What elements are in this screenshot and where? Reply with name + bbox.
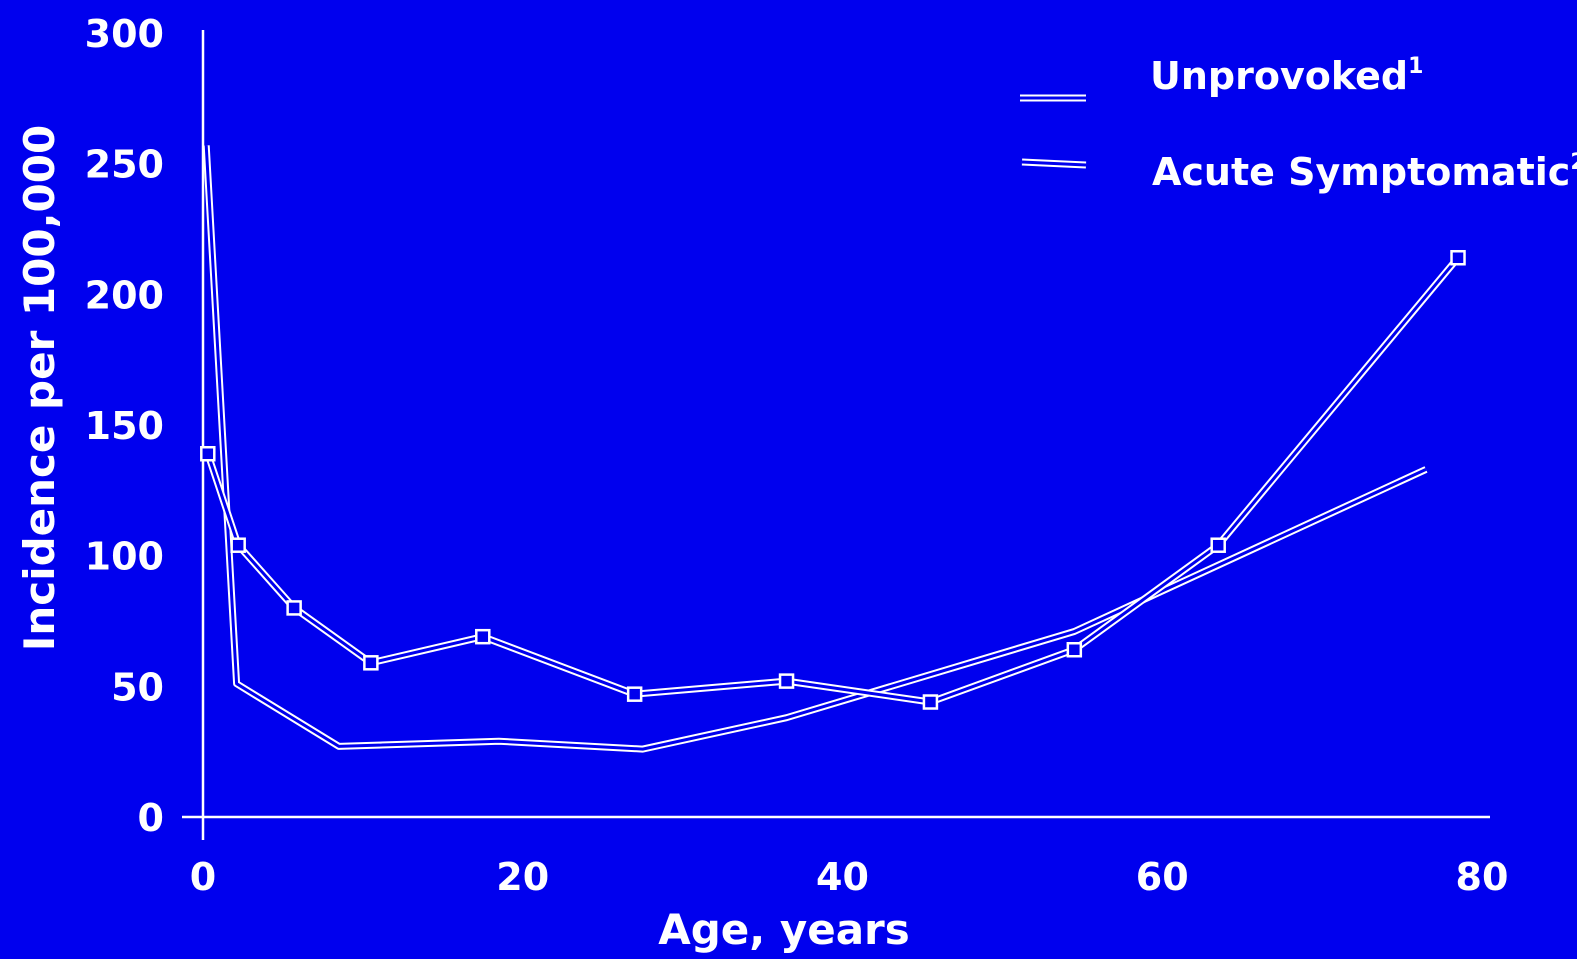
series-unprovoked: [202, 145, 1428, 753]
legend-swatch-acute-symptomatic: [1021, 158, 1087, 169]
series-markers: [200, 249, 1466, 710]
y-tick-label-5: 250: [85, 143, 164, 187]
axes: [182, 30, 1490, 840]
y-tick-labels: 0 50 100 150 200 250 300: [85, 12, 164, 840]
data-point-acute-symptomatic-4: [475, 628, 491, 645]
y-tick-label-4: 200: [85, 273, 164, 317]
x-tick-label-0: 0: [190, 855, 216, 899]
y-tick-label-0: 0: [138, 796, 164, 840]
x-tick-labels: 0 20 40 60 80: [190, 855, 1509, 899]
x-axis-title: Age, years: [658, 905, 910, 954]
series-line-acute-symptomatic-outline: [204, 255, 1461, 706]
y-tick-label-2: 100: [85, 535, 164, 579]
y-axis-title: Incidence per 100,000: [15, 125, 64, 651]
y-tick-label-3: 150: [85, 404, 164, 448]
data-point-acute-symptomatic-8: [1066, 641, 1083, 658]
svg-text:Unprovoked1: Unprovoked1: [1150, 54, 1423, 98]
y-tick-label-1: 50: [111, 665, 164, 709]
legend-label-unprovoked: Unprovoked: [1150, 54, 1408, 98]
x-tick-label-4: 80: [1456, 855, 1509, 899]
series-acute-symptomatic: [204, 255, 1461, 706]
data-point-acute-symptomatic-7: [922, 694, 939, 710]
legend-item-acute-symptomatic: Acute Symptomatic2: [1021, 150, 1577, 194]
y-tick-label-6: 300: [85, 12, 164, 56]
legend-label-acute-symptomatic: Acute Symptomatic: [1152, 150, 1570, 194]
data-point-acute-symptomatic-9: [1210, 537, 1226, 553]
legend-sup-unprovoked: 1: [1408, 54, 1423, 79]
data-point-acute-symptomatic-6: [778, 673, 795, 689]
svg-text:Acute Symptomatic2: Acute Symptomatic2: [1152, 150, 1577, 194]
legend-sup-acute-symptomatic: 2: [1570, 150, 1577, 175]
x-tick-label-2: 40: [816, 855, 869, 899]
legend: Unprovoked1 Acute Symptomatic2: [1020, 54, 1577, 194]
series-line-unprovoked-core: [204, 145, 1427, 751]
data-point-acute-symptomatic-3: [363, 655, 379, 671]
legend-item-unprovoked: Unprovoked1: [1020, 54, 1423, 102]
data-point-acute-symptomatic-1: [230, 537, 246, 553]
data-point-acute-symptomatic-5: [626, 686, 643, 702]
x-tick-label-3: 60: [1136, 855, 1189, 899]
data-point-acute-symptomatic-2: [286, 600, 302, 616]
x-tick-label-1: 20: [496, 855, 549, 899]
data-point-acute-symptomatic-10: [1450, 249, 1466, 266]
data-point-acute-symptomatic-0: [200, 445, 216, 462]
series-lines: [202, 145, 1461, 753]
